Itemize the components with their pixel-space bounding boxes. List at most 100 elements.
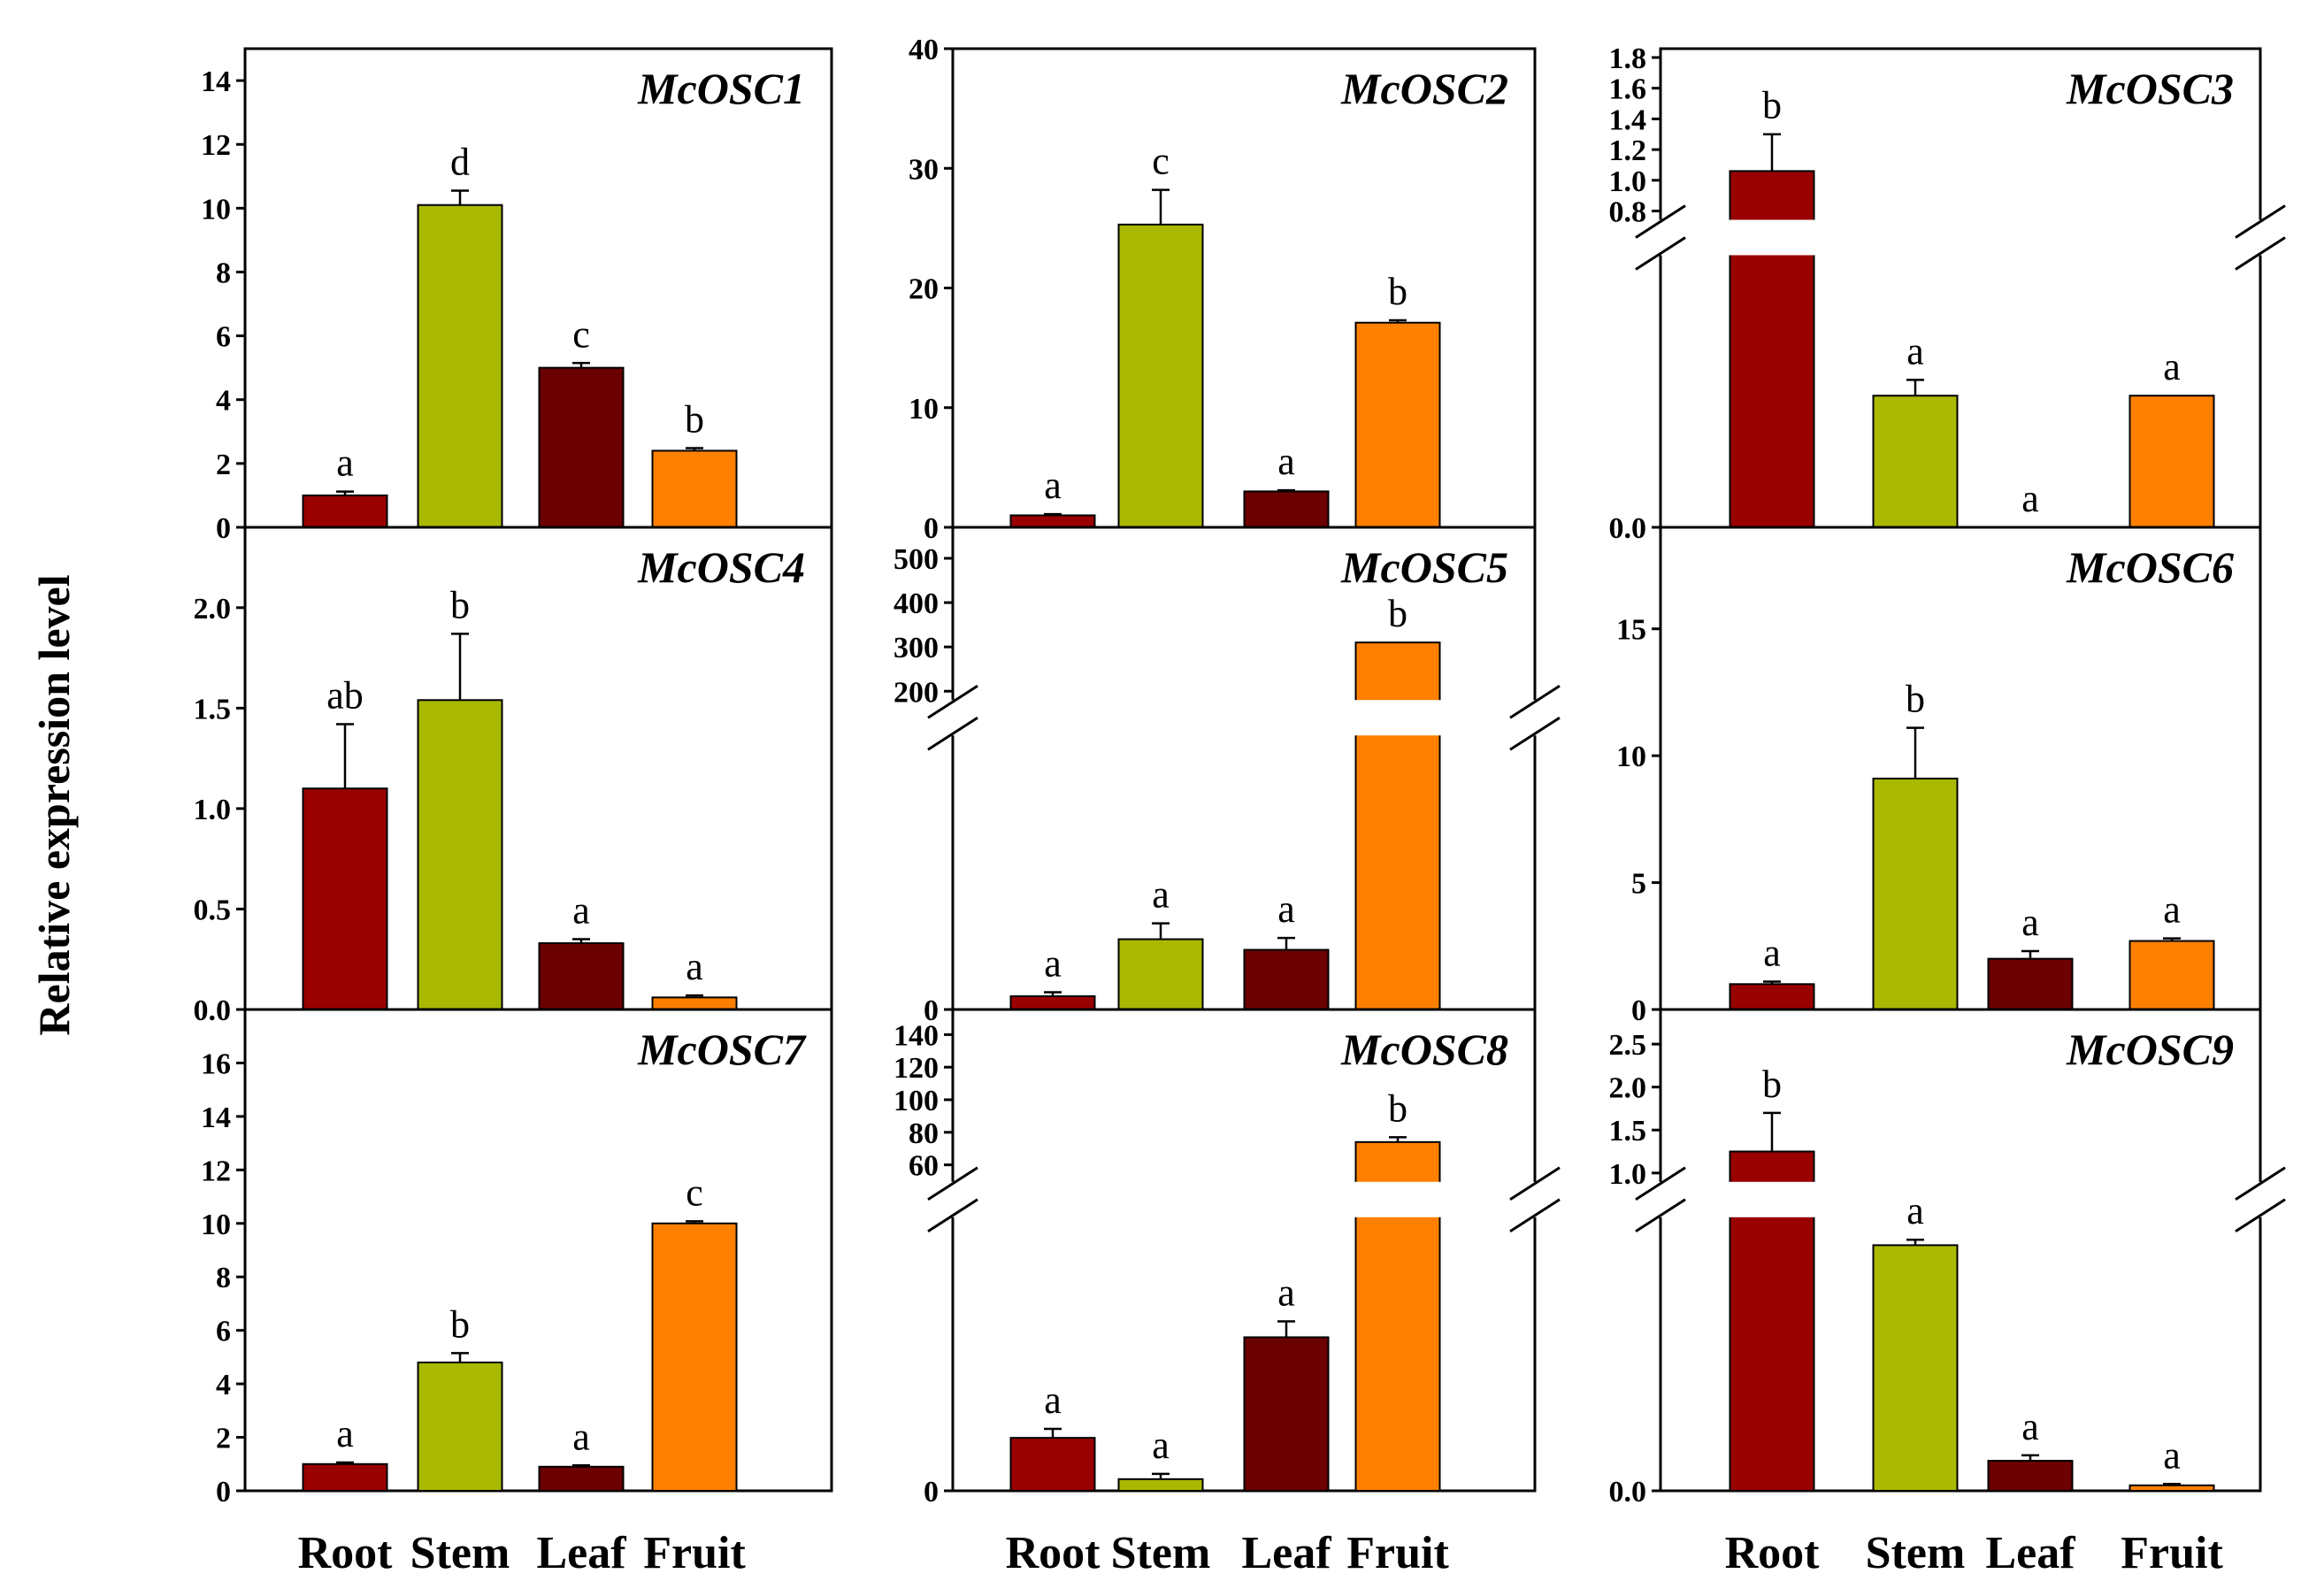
y-tick-label: 200	[894, 676, 939, 709]
significance-letter: a	[1763, 931, 1781, 974]
axis-break-mark	[1509, 1198, 1561, 1233]
bar-root	[1009, 514, 1096, 528]
axis-break-mark	[1635, 1198, 1686, 1233]
y-tick-label: 1.6	[1609, 73, 1647, 106]
significance-letter: d	[450, 140, 470, 183]
y-tick-label: 6	[216, 321, 231, 354]
significance-letter: b	[1388, 1086, 1407, 1130]
significance-letter: a	[2021, 1405, 2039, 1448]
y-tick-label: 10	[1616, 741, 1646, 773]
y-tick-label: 100	[894, 1085, 939, 1117]
panel-title: McOSC5	[1340, 542, 1508, 592]
y-tick-label: 4	[216, 1369, 231, 1401]
bar-root	[1009, 1437, 1096, 1493]
significance-letter: a	[1044, 1378, 1062, 1422]
panel-frame	[951, 47, 1537, 529]
axis-break-gap	[2257, 219, 2264, 256]
y-tick-label: 80	[909, 1117, 939, 1150]
y-tick-label: 12	[201, 1155, 231, 1187]
significance-letter: b	[1388, 592, 1407, 635]
y-tick-label: 2.5	[1609, 1029, 1647, 1062]
category-label-root: Root	[1725, 1528, 1821, 1578]
y-tick-label: 0.0	[1609, 512, 1647, 545]
y-tick-label: 0	[1631, 994, 1646, 1027]
axis-break-gap	[949, 1181, 956, 1217]
y-tick-label: 30	[909, 153, 939, 186]
y-axis-label: Relative expression level	[29, 574, 79, 1035]
y-tick-label: 10	[909, 393, 939, 426]
panel-title: McOSC6	[2066, 542, 2234, 592]
y-tick-label: 8	[216, 257, 231, 289]
bar-stem	[1872, 777, 1959, 1010]
significance-letter: b	[1762, 84, 1782, 127]
panel-title: McOSC7	[637, 1025, 807, 1074]
significance-letter: b	[450, 1302, 470, 1346]
bar-stem	[1872, 1244, 1959, 1492]
panel-title: McOSC2	[1340, 64, 1508, 113]
y-tick-label: 0	[216, 1476, 231, 1508]
y-tick-label: 1.8	[1609, 42, 1647, 75]
significance-letter: a	[336, 1412, 354, 1455]
panel-title: McOSC1	[637, 64, 805, 113]
axis-break-mark	[2235, 1166, 2286, 1201]
axis-break-mark	[1635, 1166, 1686, 1201]
y-tick-label: 0.0	[194, 994, 232, 1027]
axis-break-mark	[927, 684, 978, 719]
y-tick-label: 8	[216, 1262, 231, 1294]
category-label-leaf: Leaf	[1241, 1528, 1331, 1578]
bar-stem	[1117, 938, 1204, 1011]
y-tick-label: 400	[894, 587, 939, 620]
significance-letter: a	[572, 1415, 590, 1458]
panel-frame	[243, 1008, 833, 1493]
significance-letter: a	[1152, 873, 1170, 917]
panel-McOSC9: 0.0 1.0 1.5 2.0 2.5 b a a a McOSC9	[1609, 1008, 2286, 1508]
bar-fruit	[2128, 395, 2215, 528]
bar-fruit	[2128, 940, 2215, 1010]
category-label-stem: Stem	[1866, 1528, 1966, 1578]
significance-letter: a	[2163, 345, 2181, 388]
axis-break-gap	[1531, 1181, 1538, 1217]
y-tick-label: 1.2	[1609, 134, 1647, 167]
category-label-fruit: Fruit	[643, 1528, 746, 1578]
panel-title: McOSC4	[637, 542, 805, 592]
y-tick-label: 1.0	[1609, 1158, 1647, 1191]
y-tick-label: 4	[216, 385, 231, 418]
bar-root	[1009, 995, 1096, 1010]
panel-frame	[1659, 1008, 2262, 1493]
bar-root	[302, 1462, 388, 1493]
bar-leaf	[1987, 1460, 2074, 1492]
y-tick-label: 6	[216, 1316, 231, 1348]
y-tick-label: 1.5	[194, 693, 232, 725]
panel-grid: 02468101214adcbMcOSC1010203040acabMcOSC2…	[194, 34, 2286, 1508]
y-tick-label: 14	[201, 1102, 231, 1134]
y-tick-label: 0	[216, 512, 231, 545]
axis-break-gap	[1657, 219, 1664, 256]
panel-McOSC3: 0.0 0.81.01.21.41.61.8 b a a a McOSC3	[1609, 42, 2286, 545]
panel-frame	[951, 526, 1537, 1011]
y-tick-label: 1.0	[1609, 165, 1647, 198]
y-tick-label: 60	[909, 1150, 939, 1183]
significance-letter: b	[685, 398, 704, 441]
axis-break-mark	[1509, 684, 1561, 719]
axis-break-mark	[2235, 1198, 2286, 1233]
y-tick-label: 140	[894, 1019, 939, 1052]
y-tick-label: 0	[924, 1476, 939, 1508]
bar-leaf	[538, 1465, 625, 1493]
panel-McOSC2: 0 10 20 30 40 a c a b McOSC2	[909, 34, 1537, 545]
significance-letter: a	[2163, 1433, 2181, 1477]
bar-leaf	[1243, 490, 1330, 528]
y-tick-label: 14	[201, 65, 231, 98]
significance-letter: a	[1044, 464, 1062, 507]
category-label-root: Root	[298, 1528, 394, 1578]
significance-letter: a	[572, 889, 590, 933]
bar-stem	[417, 699, 503, 1011]
category-label-leaf: Leaf	[536, 1528, 626, 1578]
significance-letter: a	[686, 945, 703, 988]
bar-root	[302, 787, 388, 1010]
axis-break-gap	[1531, 700, 1538, 736]
axis-break-mark	[1635, 236, 1686, 271]
y-tick-label: 15	[1616, 614, 1646, 647]
panel-frame	[1659, 526, 2262, 1011]
category-labels: Root Stem Leaf Fruit Root Stem Leaf Fruit Root St…	[298, 1528, 2224, 1578]
